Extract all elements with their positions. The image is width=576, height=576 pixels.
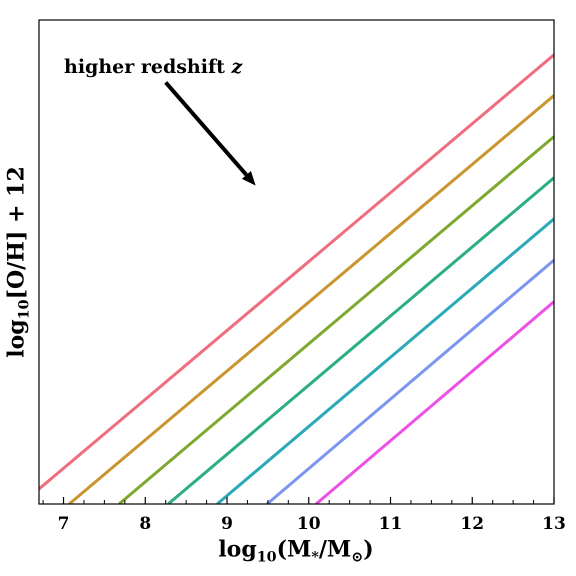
x-tick-label: 10 [297, 514, 321, 534]
series-line-2 [68, 94, 554, 504]
series-line-5 [216, 217, 554, 504]
series-line-6 [266, 258, 554, 504]
series-line-3 [118, 135, 554, 504]
series-line-1 [39, 53, 554, 491]
plot-frame [38, 19, 555, 505]
annotation-text: higher redshift [64, 56, 225, 78]
x-tick-label: 7 [58, 514, 70, 534]
tick-layer: 7 8 9 10 11 12 13 [42, 497, 566, 534]
x-tick-label: 9 [221, 514, 233, 534]
redshift-annotation: higher redshift z [64, 56, 242, 78]
x-tick-label: 8 [139, 514, 151, 534]
x-axis-label: log10(M*/M⊙) [218, 536, 374, 566]
y-axis-label: log10[O/H] + 12 [3, 166, 33, 358]
series-layer [39, 53, 554, 504]
annotation-symbol: z [231, 56, 243, 78]
arrow-head [241, 171, 256, 186]
series-line-7 [315, 300, 554, 504]
plot-background [39, 20, 554, 504]
series-line-4 [167, 176, 554, 504]
x-tick-label: 13 [542, 514, 566, 534]
arrow-shaft [164, 81, 248, 177]
x-tick-label: 11 [379, 514, 403, 534]
arrow-layer [164, 81, 256, 186]
x-tick-label: 12 [460, 514, 484, 534]
